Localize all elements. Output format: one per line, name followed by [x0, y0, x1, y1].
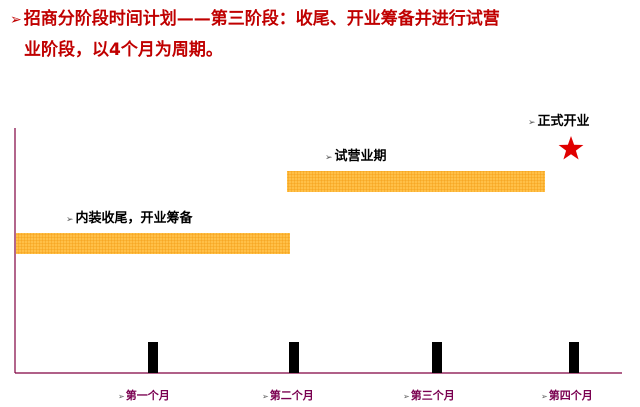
- title-line-2: 业阶段，以4个月为周期。: [24, 40, 223, 60]
- phase-label-text: 试营业期: [334, 149, 387, 164]
- arrow-bullet-icon: ➢: [541, 392, 548, 401]
- phase-bar-1: [16, 233, 290, 254]
- month-label-text: 第四个月: [548, 389, 593, 402]
- arrow-bullet-icon: ➢: [403, 392, 410, 401]
- phase-label-trial-operation: ➢ 试营业期: [325, 145, 387, 164]
- page-title: ➢ 招商分阶段时间计划——第三阶段：收尾、开业筹备并进行试营 业阶段，以4个月为周…: [10, 4, 630, 65]
- milestone-label-grand-opening: ➢ 正式开业: [528, 110, 590, 129]
- arrow-bullet-icon: ➢: [528, 118, 536, 128]
- month-label-4: ➢第四个月: [541, 387, 593, 403]
- month-label-text: 第一个月: [125, 389, 170, 402]
- star-icon: [558, 136, 584, 160]
- month-tick-1: [148, 342, 158, 373]
- phase-bar-2: [287, 171, 545, 192]
- milestone-label-text: 正式开业: [537, 114, 590, 129]
- arrow-bullet-icon: ➢: [262, 392, 269, 401]
- month-label-text: 第二个月: [269, 389, 314, 402]
- month-tick-3: [432, 342, 442, 373]
- month-label-1: ➢第一个月: [118, 387, 170, 403]
- phase-label-text: 内装收尾，开业筹备: [75, 211, 193, 226]
- month-label-2: ➢第二个月: [262, 387, 314, 403]
- bullet-arrow-icon: ➢: [10, 12, 22, 28]
- month-label-3: ➢第三个月: [403, 387, 455, 403]
- arrow-bullet-icon: ➢: [66, 215, 74, 225]
- title-line-1: 招商分阶段时间计划——第三阶段：收尾、开业筹备并进行试营: [23, 9, 500, 29]
- month-tick-2: [289, 342, 299, 373]
- arrow-bullet-icon: ➢: [118, 392, 125, 401]
- month-tick-4: [569, 342, 579, 373]
- month-label-text: 第三个月: [410, 389, 455, 402]
- arrow-bullet-icon: ➢: [325, 153, 333, 163]
- phase-label-interior-finishing: ➢ 内装收尾，开业筹备: [66, 207, 193, 226]
